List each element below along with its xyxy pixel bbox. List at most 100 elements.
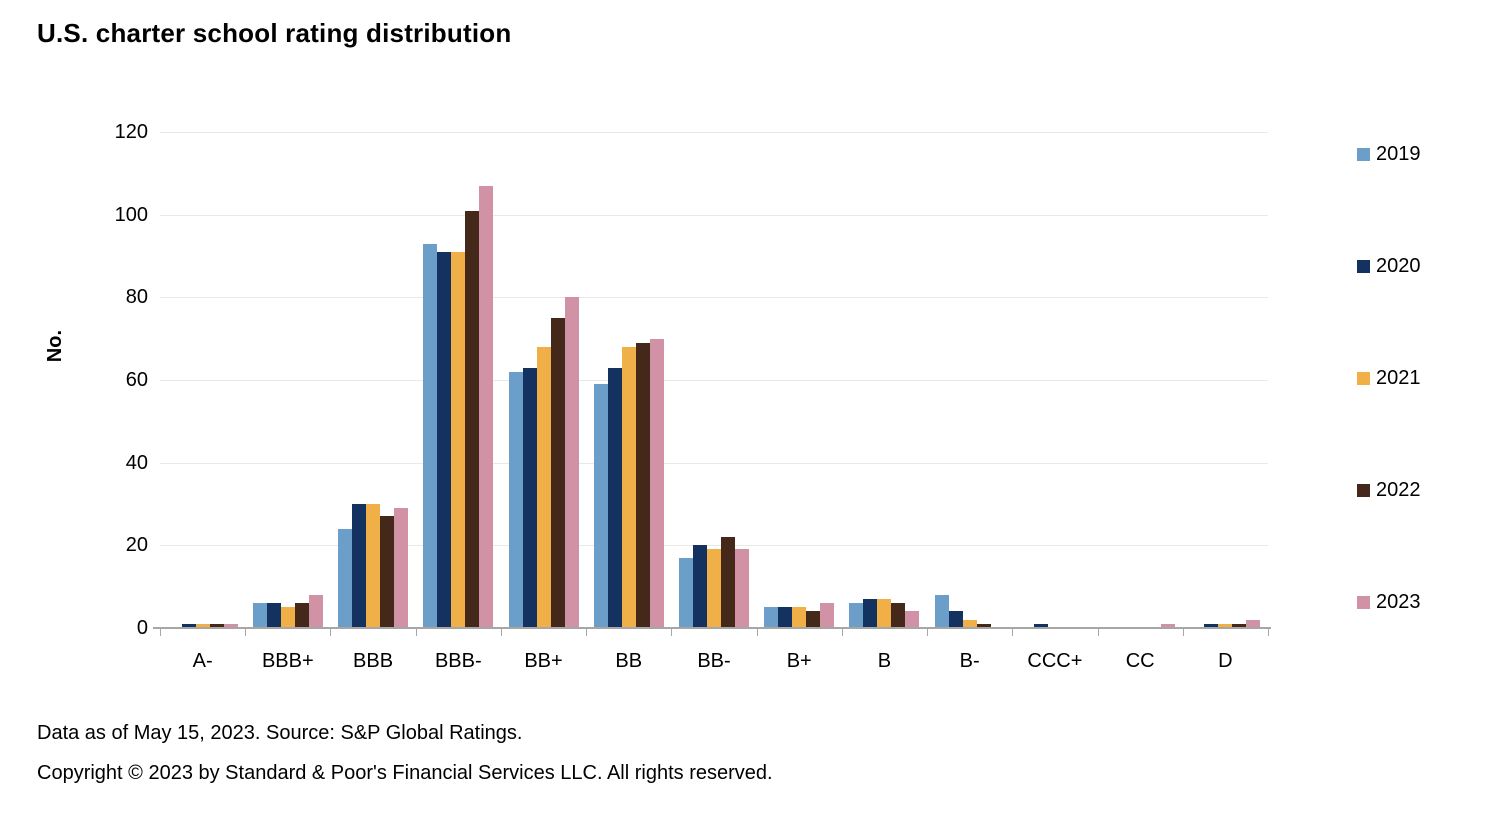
bar-2023-CC [1161,623,1176,628]
bar-2021-BBB- [451,251,466,628]
bar-group-CCC+ [1012,132,1097,628]
bar-2022-A- [209,623,224,628]
x-axis-label-D: D [1218,650,1233,672]
bar-2022-BB [635,342,650,628]
bar-2020-D [1204,623,1219,628]
y-tick-label-40: 40 [125,451,148,474]
bar-group-BB [586,132,671,628]
bar-2023-BB- [735,549,750,628]
bar-2021-BBB [366,504,381,628]
bar-group-BBB+ [245,132,330,628]
x-axis-label-B-: B- [959,650,980,672]
x-tick-mark [841,629,843,636]
legend-label-2019: 2019 [1376,143,1421,165]
x-tick-mark [671,629,673,636]
x-axis-label-BB-: BB- [697,650,731,672]
x-axis-label-B: B [877,650,892,672]
x-axis-label-CC: CC [1125,650,1155,672]
gridline-20 [160,545,1268,547]
bar-group-CC [1098,132,1183,628]
x-tick-mark [1182,629,1184,636]
bar-2019-B [849,603,864,628]
bar-2019-B+ [764,607,779,628]
x-tick-mark [586,629,588,636]
bar-2020-BBB+ [266,603,281,628]
bar-2023-A- [223,623,238,628]
gridline-40 [160,462,1268,464]
bar-2021-BBB+ [280,607,295,628]
bar-2022-BBB- [465,210,480,628]
bar-2020-BBB [352,504,367,628]
legend-item-2022: 2022 [1357,479,1421,501]
bar-2019-BBB+ [252,603,267,628]
bar-group-D [1183,132,1268,628]
bar-2020-BBB- [437,251,452,628]
bar-2020-B- [948,611,963,628]
x-axis-label-BB+: BB+ [524,650,563,672]
x-tick-mark [245,629,247,636]
bar-2019-BB [593,384,608,628]
x-tick-mark [500,629,502,636]
bar-2023-BBB- [479,185,494,628]
chart-title: U.S. charter school rating distribution [37,18,512,48]
bar-2023-D [1246,619,1261,628]
bar-group-B- [927,132,1012,628]
copyright-note: Copyright © 2023 by Standard & Poor's Fi… [37,762,773,784]
legend-label-2023: 2023 [1376,591,1421,613]
y-tick-label-80: 80 [125,286,148,309]
bar-group-BBB [330,132,415,628]
source-note: Data as of May 15, 2023. Source: S&P Glo… [37,722,523,744]
legend-swatch-2022 [1357,483,1370,497]
gridline-120 [160,132,1268,133]
y-tick-label-20: 20 [125,534,148,557]
x-tick-mark [927,629,929,636]
x-axis-label-BBB: BBB [353,650,394,672]
gridline-80 [160,297,1268,299]
legend-swatch-2019 [1357,147,1370,161]
bar-2021-D [1218,623,1233,628]
x-axis-label-BBB-: BBB- [434,650,482,672]
legend-swatch-2023 [1357,595,1370,609]
legend-label-2020: 2020 [1376,255,1421,277]
bar-2020-B+ [778,607,793,628]
bar-2020-B [863,599,878,628]
bar-2021-BB [621,346,636,628]
bar-2019-B- [934,594,949,628]
bar-2022-B [891,603,906,628]
bar-2020-CCC+ [1033,623,1048,628]
x-tick-mark [1012,629,1014,636]
footnotes: Data as of May 15, 2023. Source: S&P Glo… [37,722,773,802]
bar-2022-B- [976,623,991,628]
legend-label-2021: 2021 [1376,367,1421,389]
bar-groups [160,132,1268,628]
bar-2022-BB- [721,537,736,628]
bar-group-BBB- [416,132,501,628]
x-axis-label-B+: B+ [786,650,812,672]
bar-2021-BB- [707,549,722,628]
bar-2020-BB [607,367,622,628]
plot-area [160,132,1268,628]
bar-2021-B- [962,619,977,628]
bar-2022-B+ [806,611,821,628]
bar-2019-BBB [338,528,353,628]
x-tick-mark [415,629,417,636]
bar-2022-BB+ [550,318,565,628]
legend-item-2020: 2020 [1357,255,1421,277]
bar-2023-B [905,611,920,628]
bar-2021-BB+ [536,346,551,628]
y-tick-label-120: 120 [114,121,148,143]
bar-2023-BBB+ [308,594,323,628]
bar-group-A- [160,132,245,628]
x-tick-mark [1097,629,1099,636]
legend-item-2019: 2019 [1357,143,1421,165]
y-tick-label-0: 0 [136,617,148,639]
y-tick-label-60: 60 [125,369,148,391]
bar-group-B+ [757,132,842,628]
gridline-100 [160,214,1268,216]
bar-group-BB+ [501,132,586,628]
bar-2022-BBB [380,516,395,628]
bar-2020-A- [181,623,196,628]
bar-2023-BB+ [564,297,579,628]
x-tick-mark [160,629,161,636]
legend-label-2022: 2022 [1376,479,1421,501]
